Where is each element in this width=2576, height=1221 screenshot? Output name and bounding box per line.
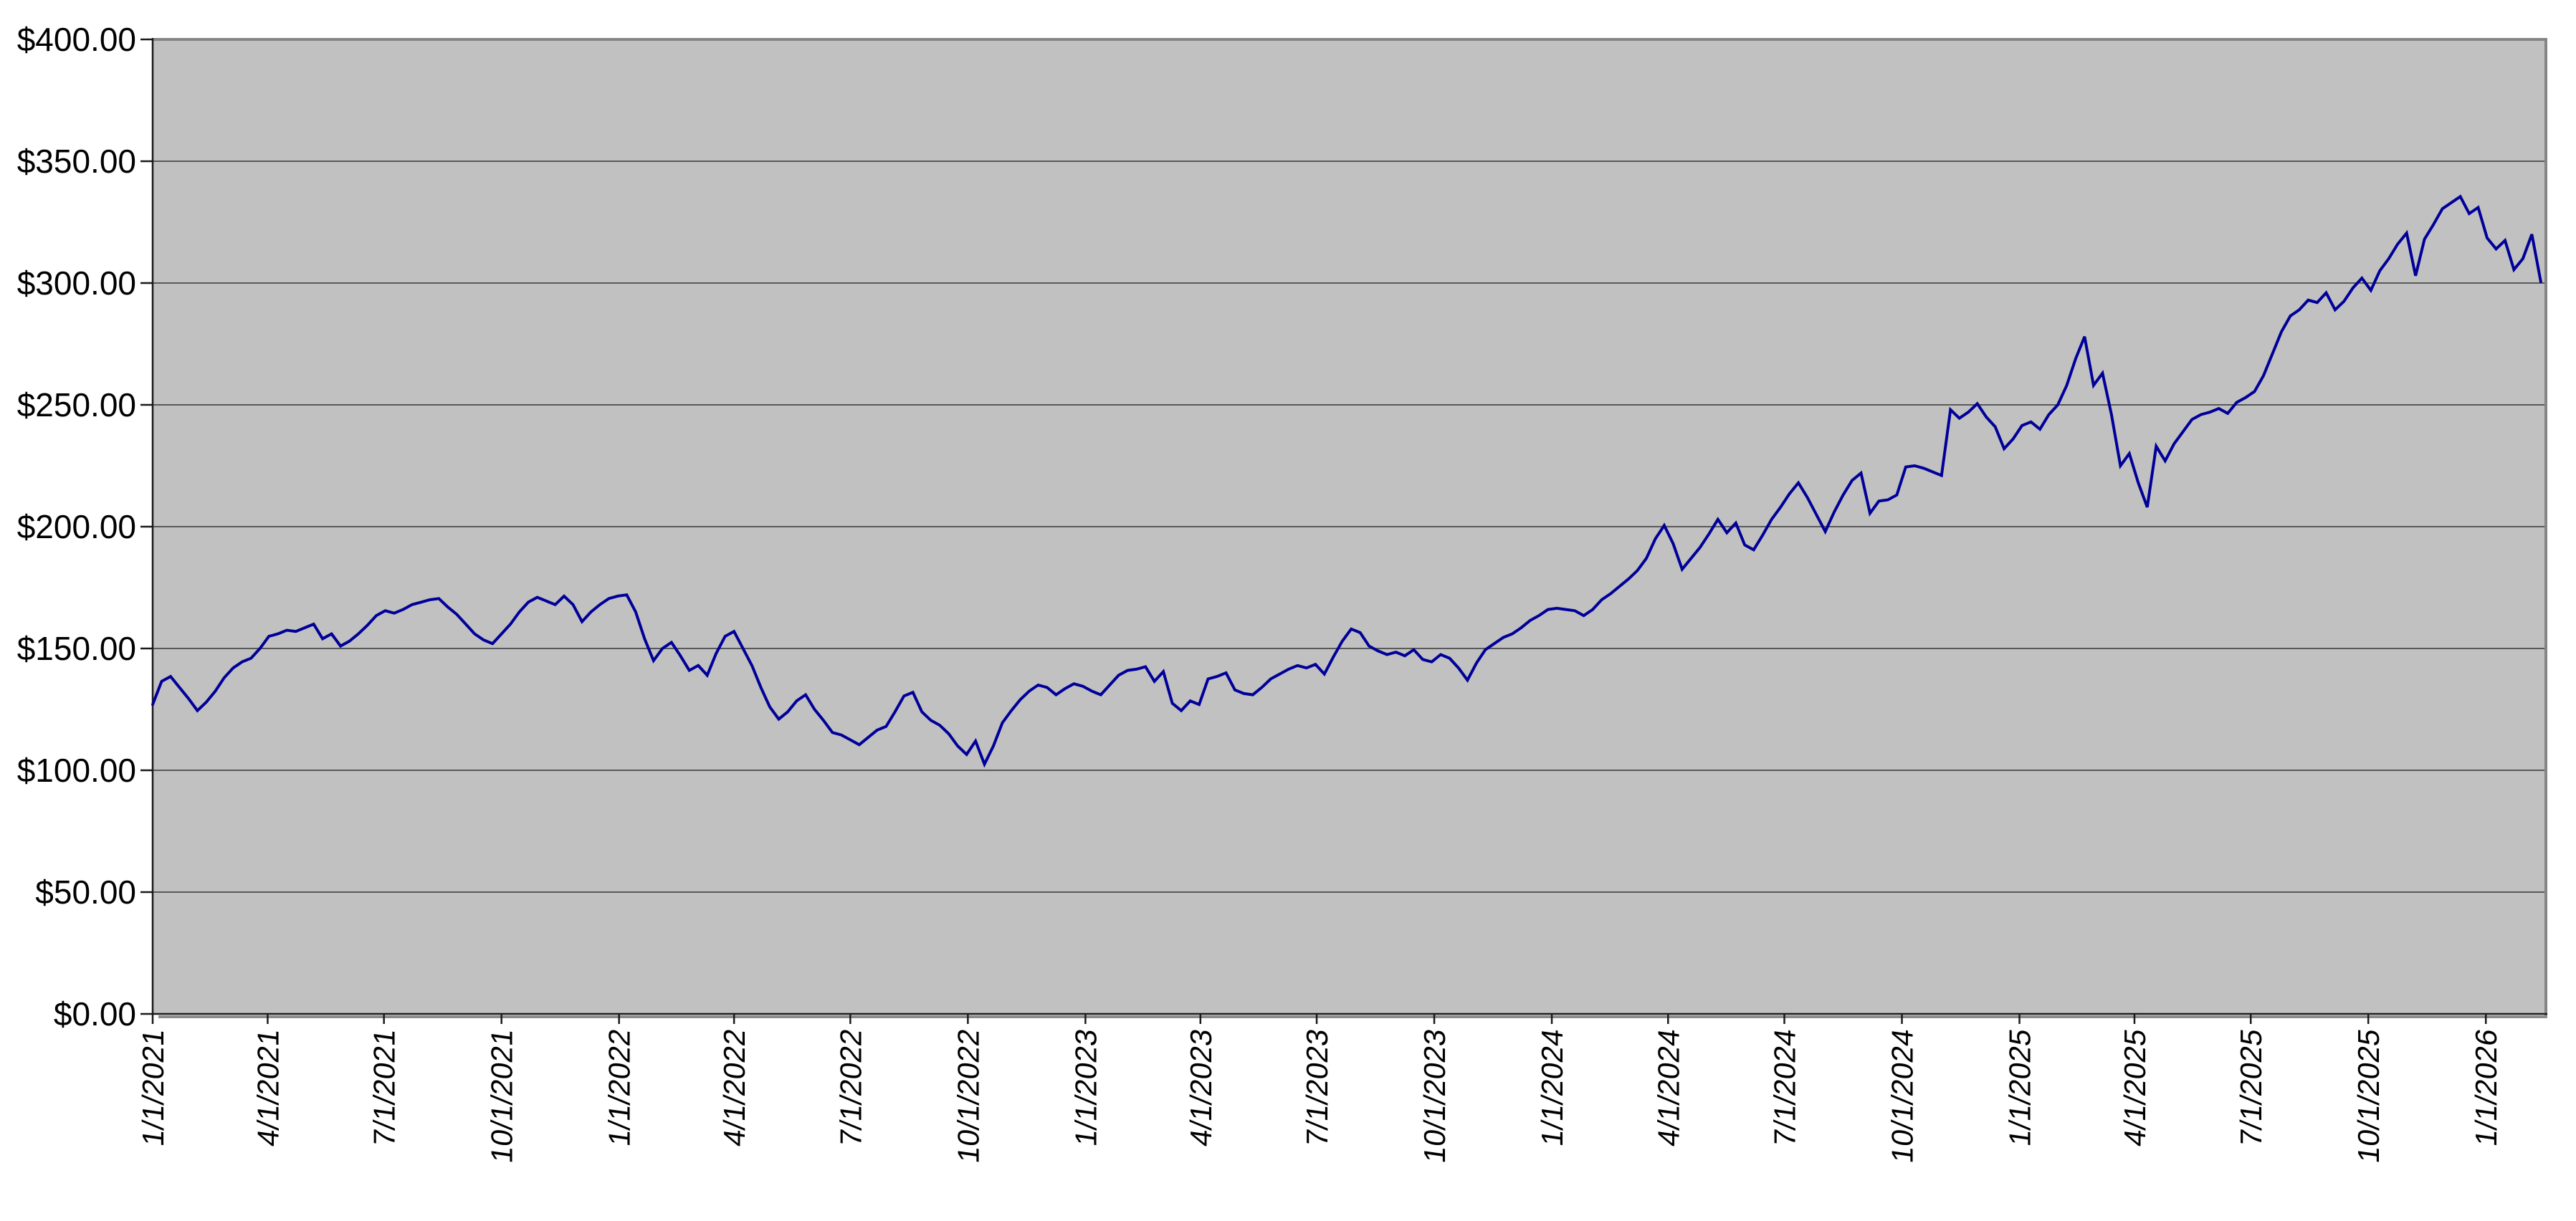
y-tick-label-300: $300.00 [17,264,136,302]
x-tick-label-12: 1/1/2024 [1535,1027,1569,1149]
x-tick-label-17: 4/1/2025 [2118,1027,2152,1149]
x-tick-label-6: 7/1/2022 [834,1027,868,1149]
x-tick-label-9: 4/1/2023 [1184,1027,1218,1149]
x-tick-label-2: 7/1/2021 [368,1027,401,1149]
x-tick-label-3: 10/1/2021 [485,1027,519,1165]
x-tick-label-20: 1/1/2026 [2469,1027,2503,1149]
y-tick-label-50: $50.00 [35,873,136,911]
x-tick-label-0: 1/1/2021 [136,1027,170,1149]
series-line-price [151,194,2542,768]
y-tick-label-150: $150.00 [17,630,136,667]
x-tick-label-10: 7/1/2023 [1300,1027,1334,1149]
y-tick-label-400: $400.00 [17,21,136,58]
x-tick-label-15: 10/1/2024 [1886,1027,1919,1165]
y-tick-label-250: $250.00 [17,386,136,423]
y-tick-label-350: $350.00 [17,143,136,180]
y-tick-label-0: $0.00 [54,995,136,1033]
x-tick-label-16: 1/1/2025 [2003,1027,2037,1149]
x-tick-label-13: 4/1/2024 [1651,1027,1685,1149]
x-tick-label-18: 7/1/2025 [2234,1027,2268,1149]
x-tick-label-19: 10/1/2025 [2352,1027,2385,1165]
x-tick-label-11: 10/1/2023 [1418,1027,1451,1165]
x-tick-label-7: 10/1/2022 [952,1027,986,1165]
x-tick-label-8: 1/1/2023 [1069,1027,1103,1149]
x-tick-label-14: 7/1/2024 [1768,1027,1802,1149]
y-tick-label-200: $200.00 [17,508,136,545]
x-tick-label-1: 4/1/2021 [252,1027,285,1149]
x-tick-label-5: 4/1/2022 [717,1027,751,1149]
y-tick-label-100: $100.00 [17,752,136,789]
x-tick-label-4: 1/1/2022 [603,1027,636,1149]
